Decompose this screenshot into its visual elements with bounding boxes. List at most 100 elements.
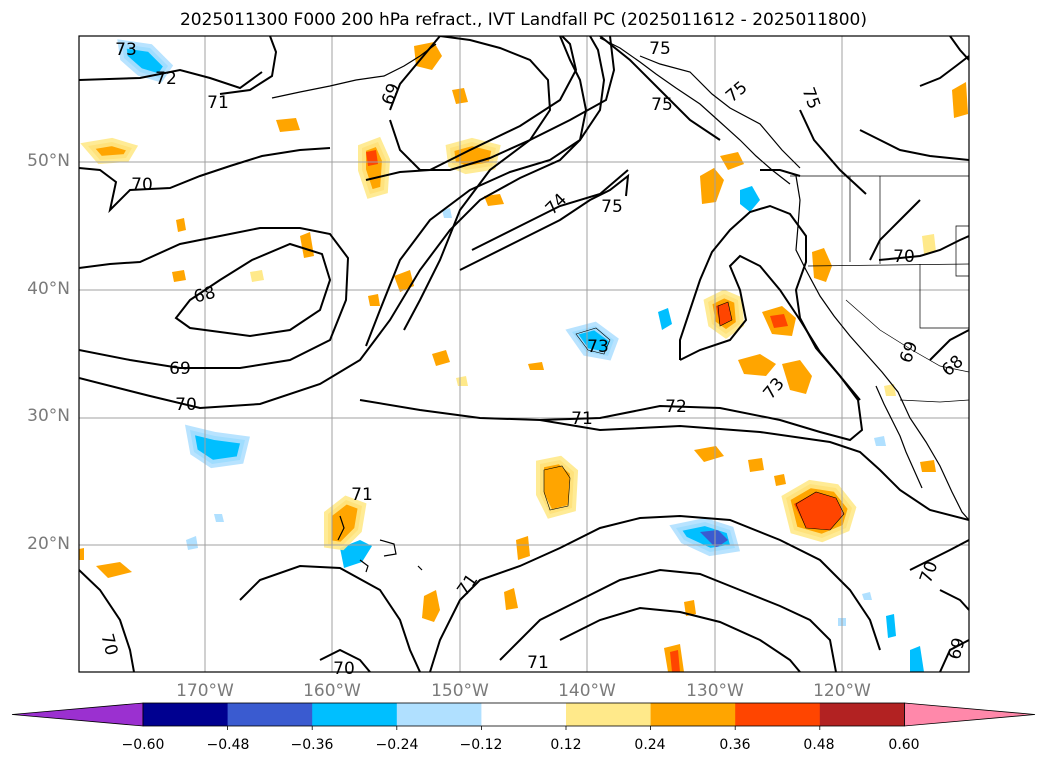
patch-blue-8 [658,308,672,330]
patch-orange-36 [920,460,936,472]
colorbar-tick: 0.36 [719,737,751,753]
graticule [79,36,969,672]
patch-outlines [543,301,845,531]
patch-orange-40 [528,362,544,370]
patch-orange-42 [884,384,896,396]
shaded-patches [79,42,968,672]
contour-label: 70 [916,559,942,586]
patch-orange-33 [516,536,530,560]
patch-blue-10 [886,614,896,638]
colorbar-tick: 0.60 [888,737,920,753]
contour-label: 75 [649,39,671,59]
lon-label-150w: 150°W [431,681,489,701]
patch-orange-39 [456,376,468,386]
patch-orange-41 [774,474,786,486]
contour-label: 70 [131,175,153,195]
patch-orange-43 [684,600,696,616]
colorbar-segment [227,703,313,726]
contour-label: 71 [454,571,483,600]
colorbar-tick: −0.36 [290,737,334,753]
patch-blue-1 [122,44,168,78]
patch-blue-3 [340,540,372,568]
chart-title: 2025011300 F000 200 hPa refract., IVT La… [179,10,867,30]
colorbar-segment [650,703,736,726]
contour-label: 71 [527,653,549,673]
colorbar-tick: −0.24 [375,737,419,753]
patch-orange-32 [172,270,186,282]
patch-orange-31 [176,218,186,232]
patch-orange-44 [368,294,380,306]
patch-orange-9 [700,168,724,204]
colorbar-segment [396,703,482,726]
coastlines [271,37,969,573]
patch-blue-7 [740,186,760,212]
contour-label: 75 [601,197,623,217]
colorbar-segment [143,703,229,726]
patch-blue-11 [186,536,198,550]
patch-orange-2 [276,118,300,132]
patch-blue-16 [874,436,886,446]
patch-orange-27 [952,82,968,118]
lon-label-130w: 130°W [686,681,744,701]
colorbar [11,702,1036,730]
patch-orange-4 [366,150,378,166]
patch-orange-12 [716,302,732,326]
contour-label: 69 [169,359,191,379]
patch-orange-37 [748,458,764,472]
patch-blue-13 [442,208,452,218]
contour-label: 70 [175,395,197,415]
colorbar-segment [312,703,398,726]
patch-orange-28 [300,232,314,258]
patch-orange-26 [96,562,132,578]
patch-orange-45 [79,548,84,560]
patch-orange-23 [794,492,844,530]
halo-layer [80,136,857,551]
patch-orange-21 [694,446,724,462]
contour-label: 75 [651,95,673,115]
patch-orange-29 [394,270,414,292]
patch-orange-25 [670,650,680,672]
plot-frame [78,35,970,673]
patch-blue-6 [700,530,728,548]
contour-label: 72 [665,397,687,417]
patch-orange-38 [250,270,264,282]
lon-label-170w: 170°W [176,681,234,701]
patch-orange-18 [540,460,574,514]
contour-label: 70 [96,632,121,658]
contour-label: 75 [722,78,751,107]
colorbar-tick: −0.48 [206,737,250,753]
contour-label: 68 [938,352,967,381]
contour-label: 73 [760,374,789,403]
patch-blue-9 [910,646,924,672]
colorbar-tick: 0.24 [634,737,666,753]
patch-orange-10 [720,152,744,170]
patch-orange-14 [770,314,788,328]
contour-label: 71 [351,485,373,505]
contour-label: 73 [115,40,137,60]
contour-label: 73 [587,337,609,357]
colorbar-segment [566,703,652,726]
borders [790,175,969,403]
halo-layer-blue [117,39,741,557]
lat-label-20n: 20°N [27,534,70,554]
colorbar-extend-high [904,702,1036,727]
contour-label: 70 [893,247,915,267]
contour-label: 71 [571,409,593,429]
colorbar-tick: −0.60 [121,737,165,753]
colorbar-tick: 0.12 [550,737,582,753]
contour-label: 69 [945,636,970,662]
colorbar-segment [735,703,821,726]
contour-label: 70 [333,659,355,679]
lon-label-160w: 160°W [303,681,361,701]
patch-orange-8 [484,194,504,206]
colorbar-segment [819,703,905,726]
patch-orange-20 [422,590,440,622]
lon-label-140w: 140°W [558,681,616,701]
colorbar-tick: −0.12 [459,737,503,753]
patch-orange-17 [812,248,832,282]
contour-label: 71 [207,93,229,113]
contour-label: 72 [155,69,177,89]
patch-orange-5 [414,42,442,70]
lon-label-120w: 120°W [813,681,871,701]
